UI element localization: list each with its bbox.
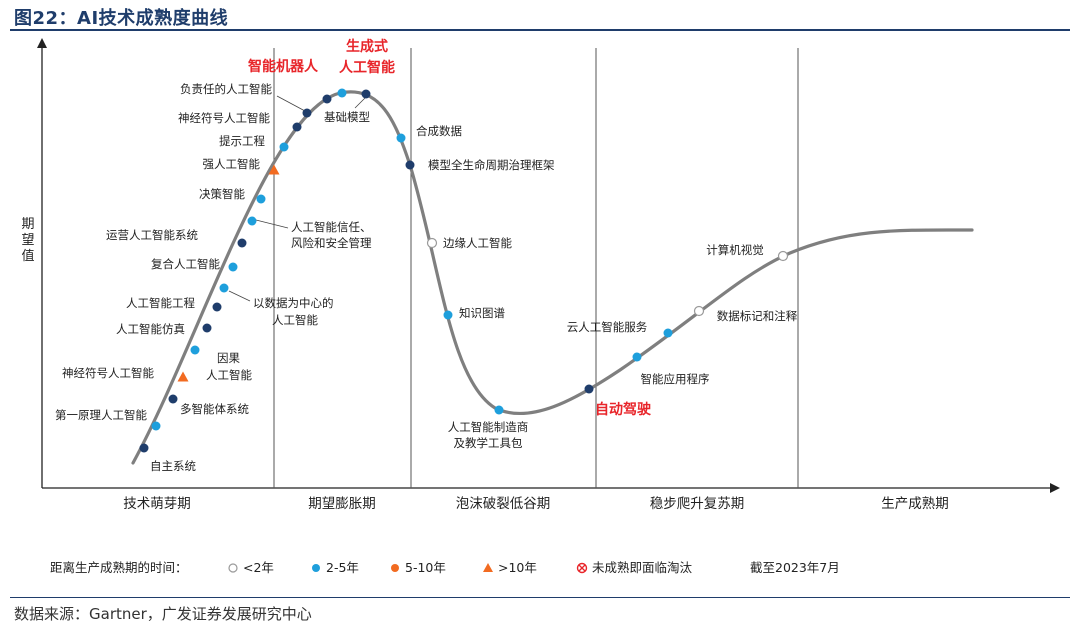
- point-label: 合成数据: [416, 124, 462, 138]
- point-marker: [337, 88, 347, 98]
- point-label: 知识图谱: [459, 306, 505, 320]
- phase-label: 期望膨胀期: [308, 496, 376, 512]
- as-of-date: 截至2023年7月: [750, 560, 840, 575]
- phase-label: 技术萌芽期: [123, 496, 191, 512]
- phase-label: 稳步爬升复苏期: [650, 495, 745, 512]
- y-axis-label: 望: [21, 232, 34, 248]
- phase-label: 泡沫破裂低谷期: [456, 496, 551, 512]
- point-label: 第一原理人工智能: [55, 408, 147, 422]
- point-marker: [268, 164, 280, 175]
- point-label: 人工智能工程: [126, 296, 195, 310]
- point-label: 负责任的人工智能: [180, 82, 272, 96]
- point-marker: [361, 89, 371, 99]
- point-marker: [212, 302, 222, 312]
- point-label: 多智能体系统: [180, 402, 249, 416]
- point-label: 风险和安全管理: [291, 236, 372, 250]
- point-label: 复合人工智能: [151, 257, 220, 271]
- point-label: 智能机器人: [247, 58, 319, 75]
- legend-label: 2-5年: [326, 560, 359, 575]
- point-marker: [177, 371, 189, 382]
- point-marker: [632, 352, 642, 362]
- point-marker: [237, 238, 247, 248]
- point-label: 人工智能信任、: [291, 220, 372, 234]
- legend-marker: [312, 564, 320, 572]
- source-note: 数据来源：Gartner，广发证券发展研究中心: [14, 605, 312, 623]
- point-marker: [443, 310, 453, 320]
- point-label: 强人工智能: [203, 157, 261, 171]
- point-marker: [426, 237, 438, 249]
- point-label: 基础模型: [324, 110, 370, 124]
- legend-prefix: 距离生产成熟期的时间：: [50, 560, 188, 575]
- point-marker: [302, 108, 312, 118]
- point-marker: [584, 384, 594, 394]
- point-label: 云人工智能服务: [567, 320, 648, 334]
- figure-title: 图22：AI技术成熟度曲线: [14, 8, 229, 29]
- phase-label: 生产成熟期: [881, 496, 949, 512]
- y-axis-arrow: [37, 38, 47, 48]
- legend-marker: [391, 564, 399, 572]
- legend-label: 5-10年: [405, 560, 446, 575]
- point-label: 智能应用程序: [641, 372, 710, 386]
- legend-label: >10年: [498, 560, 537, 575]
- point-marker: [219, 283, 229, 293]
- y-axis-label: 值: [21, 248, 34, 264]
- footer-rule: [10, 597, 1070, 598]
- point-marker: [247, 216, 257, 226]
- point-label: 自主系统: [150, 459, 196, 473]
- label-leader: [354, 97, 366, 109]
- label-leader: [276, 95, 306, 112]
- point-label: 决策智能: [199, 187, 245, 201]
- point-marker: [202, 323, 212, 333]
- legend-marker: [228, 563, 238, 573]
- point-label: 计算机视觉: [706, 243, 764, 257]
- point-marker: [693, 305, 705, 317]
- point-marker: [279, 142, 289, 152]
- point-label: 边缘人工智能: [443, 236, 512, 250]
- legend-marker: [578, 564, 586, 572]
- point-label: 自动驾驶: [595, 401, 651, 418]
- point-marker: [292, 122, 302, 132]
- legend-marker: [483, 563, 493, 572]
- point-label: 神经符号人工智能: [62, 366, 154, 380]
- point-label: 模型全生命周期治理框架: [428, 158, 555, 172]
- point-marker: [663, 328, 673, 338]
- point-label: 生成式: [346, 38, 388, 55]
- point-marker: [396, 133, 406, 143]
- point-marker: [322, 94, 332, 104]
- point-marker: [494, 405, 504, 415]
- point-label: 人工智能: [206, 368, 252, 382]
- legend-label: <2年: [243, 560, 274, 575]
- point-label: 及教学工具包: [454, 436, 523, 450]
- label-leader: [228, 290, 251, 302]
- point-label: 因果: [217, 351, 240, 365]
- point-marker: [256, 194, 266, 204]
- point-label: 以数据为中心的: [253, 296, 334, 310]
- point-marker: [405, 160, 415, 170]
- point-label: 人工智能: [272, 313, 318, 327]
- point-label: 数据标记和注释: [717, 309, 798, 323]
- point-label: 人工智能制造商: [448, 420, 529, 434]
- legend-label: 未成熟即面临淘汰: [592, 560, 693, 575]
- point-marker: [139, 443, 149, 453]
- point-marker: [168, 394, 178, 404]
- point-label: 人工智能仿真: [116, 322, 185, 336]
- y-axis-label: 期: [21, 217, 34, 232]
- point-label: 运营人工智能系统: [106, 228, 198, 242]
- point-marker: [190, 345, 200, 355]
- point-label: 提示工程: [219, 134, 265, 148]
- label-leader: [255, 219, 289, 229]
- title-rule: [10, 29, 1070, 31]
- point-marker: [228, 262, 238, 272]
- point-marker: [151, 421, 161, 431]
- point-label: 人工智能: [339, 59, 395, 76]
- point-marker: [777, 250, 789, 262]
- point-label: 神经符号人工智能: [178, 111, 270, 125]
- x-axis-arrow: [1050, 483, 1060, 493]
